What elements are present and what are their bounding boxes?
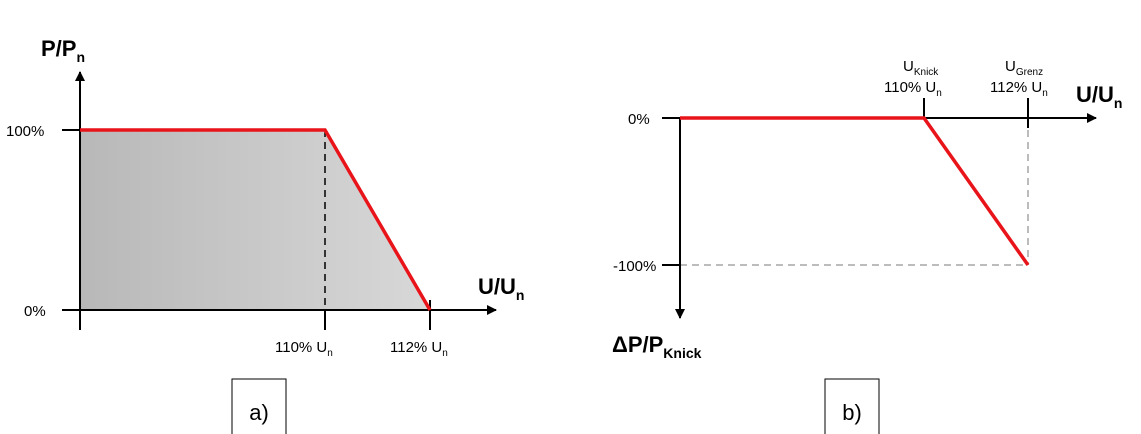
panel-a-y-tick-label-0: 0% xyxy=(24,303,46,320)
panel-b-curve xyxy=(680,116,1030,267)
panel-b-knick-value: 110% Un xyxy=(884,79,942,99)
panel-a-y-axis-label: P/Pn xyxy=(41,36,85,65)
panel-a-curve xyxy=(80,128,432,311)
panel-b-y-tick-label-100: -100% xyxy=(613,258,656,275)
panel-b-y-axis-label: ΔP/PKnick xyxy=(612,332,702,361)
panel-b-label-box xyxy=(824,378,880,434)
panel-b-grenz-value: 112% Un xyxy=(990,79,1048,99)
panel-b-x-axis-label: U/Un xyxy=(1076,82,1122,111)
panel-a-label-box xyxy=(231,378,287,434)
panel-b-knick-symbol: UKnick xyxy=(903,58,939,78)
panel-a-y-tick-label-100: 100% xyxy=(6,123,44,140)
panel-a: P/Pn U/Un 100% 0% 110% Un 112% Un a) xyxy=(6,36,524,434)
panel-b-label: b) xyxy=(842,400,862,425)
panel-b: U/Un ΔP/PKnick 0% -100% UKnick 110% Un U… xyxy=(612,58,1122,434)
panel-a-x-tick-label-112: 112% Un xyxy=(390,339,448,359)
panel-a-x-axis-label: U/Un xyxy=(478,274,524,303)
panel-a-x-tick-label-110: 110% Un xyxy=(275,339,333,359)
panel-a-label: a) xyxy=(249,400,269,425)
panel-b-y-tick-label-0: 0% xyxy=(628,111,650,128)
panel-a-area xyxy=(80,130,430,310)
panel-b-grenz-symbol: UGrenz xyxy=(1005,58,1043,78)
